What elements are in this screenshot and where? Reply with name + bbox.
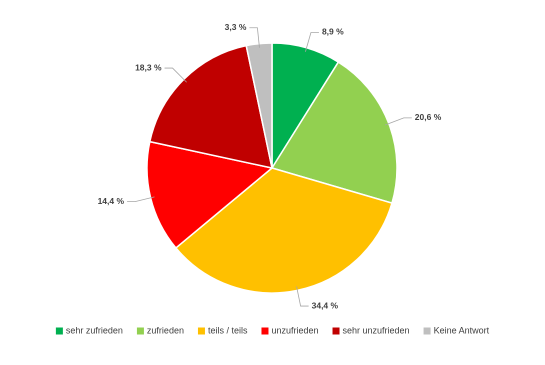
legend-label: sehr zufrieden	[66, 325, 123, 335]
legend-swatch	[261, 327, 269, 335]
legend-swatch	[332, 327, 340, 335]
data-label: 18,3 %	[135, 62, 162, 72]
leader-line	[305, 32, 319, 52]
legend-swatch	[136, 327, 144, 335]
legend-swatch	[423, 327, 431, 335]
legend-label: sehr unzufrieden	[343, 325, 410, 335]
data-label: 3,3 %	[225, 22, 247, 32]
legend: sehr zufrieden zufrieden teils / teils unzu…	[55, 325, 490, 335]
data-label: 20,6 %	[415, 112, 442, 122]
data-label: 34,4 %	[312, 300, 339, 310]
data-label: 14,4 %	[98, 196, 125, 206]
leader-line	[164, 67, 187, 83]
leader-line	[296, 286, 309, 307]
legend-label: teils / teils	[208, 325, 248, 335]
legend-swatch	[197, 327, 205, 335]
data-label: 8,9 %	[322, 27, 344, 37]
legend-label: Keine Antwort	[434, 325, 490, 335]
leader-line	[384, 117, 412, 126]
leader-line	[249, 27, 260, 48]
legend-swatch	[55, 327, 63, 335]
legend-label: unzufrieden	[271, 325, 318, 335]
legend-label: zufrieden	[147, 325, 184, 335]
leader-line	[127, 196, 155, 202]
